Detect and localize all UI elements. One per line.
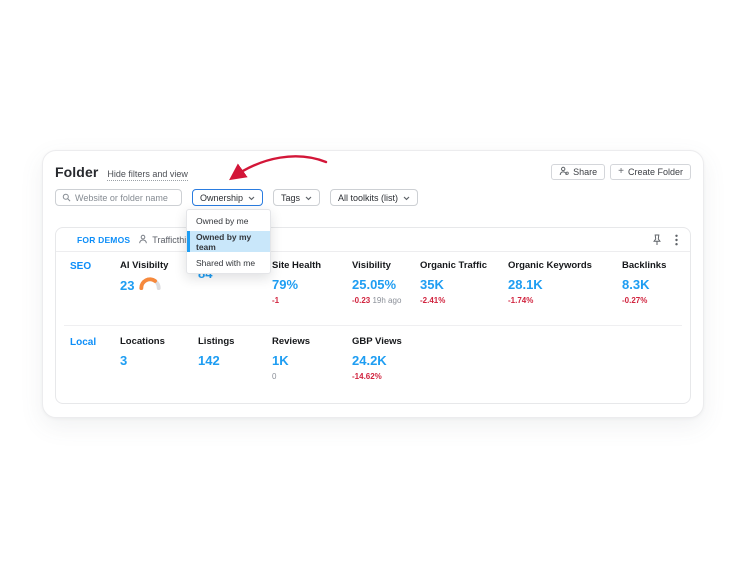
panel-header: Folder Hide filters and view Share + Cre… bbox=[55, 164, 691, 181]
row-divider bbox=[64, 325, 682, 326]
ownership-dropdown-label: Ownership bbox=[200, 192, 244, 203]
create-folder-button[interactable]: + Create Folder bbox=[610, 164, 691, 180]
folder-owner-label: Trafficthink bbox=[152, 234, 196, 245]
menu-item-owned-by-me[interactable]: Owned by me bbox=[196, 215, 249, 226]
create-folder-label: Create Folder bbox=[627, 167, 683, 177]
folder-panel: Folder Hide filters and view Share + Cre… bbox=[42, 150, 704, 418]
menu-item-owned-by-my-team[interactable]: Owned by my team bbox=[187, 231, 270, 252]
pin-icon[interactable] bbox=[652, 234, 662, 246]
chevron-down-icon bbox=[248, 193, 255, 203]
metric-cell-ai-visibility: AI Visibilty 23 bbox=[120, 260, 169, 293]
chevron-down-icon bbox=[403, 193, 410, 203]
metric-cell-organic-keywords: Organic Keywords 28.1K -1.74% bbox=[508, 260, 592, 305]
folder-owner: Trafficthink bbox=[138, 234, 196, 246]
tags-dropdown[interactable]: Tags bbox=[273, 189, 321, 206]
metric-cell-locations: Locations 3 bbox=[120, 336, 165, 368]
card-header-icons bbox=[652, 234, 678, 246]
folder-name-link[interactable]: FOR DEMOS bbox=[77, 234, 131, 245]
metric-cell-gbp-views: GBP Views 24.2K -14.62% bbox=[352, 336, 402, 381]
ownership-dropdown[interactable]: Ownership bbox=[192, 189, 264, 206]
folder-card: FOR DEMOS Trafficthink bbox=[55, 227, 691, 404]
hide-filters-link[interactable]: Hide filters and view bbox=[107, 169, 188, 181]
plus-icon: + bbox=[618, 166, 624, 177]
metric-cell-organic-traffic: Organic Traffic 35K -2.41% bbox=[420, 260, 488, 305]
search-icon bbox=[62, 189, 71, 207]
page-title: Folder bbox=[55, 164, 99, 180]
metric-cell-visibility: Visibility 25.05% -0.23 19h ago bbox=[352, 260, 402, 305]
search-input[interactable] bbox=[75, 192, 175, 203]
seo-metrics-row: SEO AI Visibilty 23 84 Site Health bbox=[56, 252, 690, 325]
ownership-menu: Owned by me Owned by my team Shared with… bbox=[186, 209, 271, 274]
metric-cell-listings: Listings 142 bbox=[198, 336, 235, 368]
search-box bbox=[55, 189, 182, 206]
toolkits-dropdown-label: All toolkits (list) bbox=[338, 192, 399, 203]
local-metrics-row: Local Locations 3 Listings 142 Reviews 1… bbox=[56, 326, 690, 403]
metric-cell-site-health: Site Health 79% -1 bbox=[272, 260, 322, 305]
toolkits-dropdown[interactable]: All toolkits (list) bbox=[330, 189, 419, 206]
folder-card-header: FOR DEMOS Trafficthink bbox=[56, 228, 690, 252]
person-icon bbox=[138, 234, 148, 246]
kebab-menu-icon[interactable] bbox=[675, 234, 678, 246]
filter-row: Ownership Tags All toolkits (list) bbox=[55, 189, 691, 206]
menu-item-shared-with-me[interactable]: Shared with me bbox=[196, 257, 256, 268]
local-row-label[interactable]: Local bbox=[70, 337, 97, 348]
share-person-icon bbox=[559, 166, 569, 178]
share-button[interactable]: Share bbox=[551, 164, 606, 180]
gauge-icon bbox=[139, 277, 162, 293]
metric-cell-reviews: Reviews 1K 0 bbox=[272, 336, 311, 381]
metric-cell-backlinks: Backlinks 8.3K -0.27% bbox=[622, 260, 667, 305]
chevron-down-icon bbox=[305, 193, 312, 203]
tags-dropdown-label: Tags bbox=[281, 192, 301, 203]
seo-row-label[interactable]: SEO bbox=[70, 261, 92, 272]
header-actions: Share + Create Folder bbox=[551, 164, 691, 180]
title-wrap: Folder Hide filters and view bbox=[55, 164, 188, 181]
share-button-label: Share bbox=[573, 167, 598, 177]
